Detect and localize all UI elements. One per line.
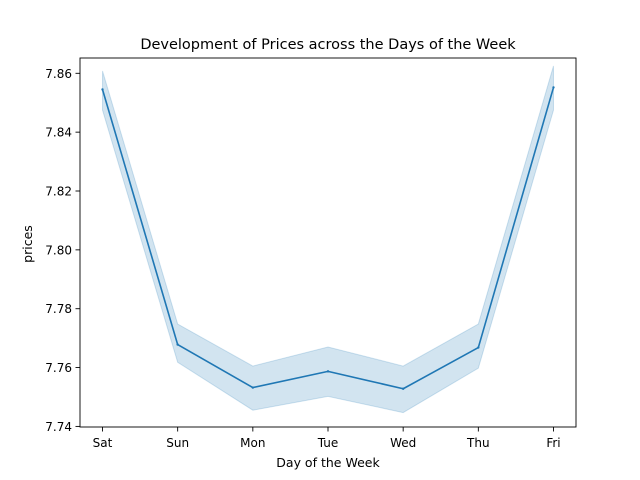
x-tick-label: Sun — [166, 436, 189, 450]
x-tick-label: Thu — [466, 436, 490, 450]
x-tick-label: Tue — [317, 436, 339, 450]
x-axis-label: Day of the Week — [276, 455, 380, 470]
data-point — [326, 370, 330, 373]
y-tick-label: 7.74 — [45, 420, 72, 434]
data-point — [251, 386, 255, 389]
x-tick-label: Fri — [546, 436, 560, 450]
chart-title: Development of Prices across the Days of… — [140, 37, 516, 53]
x-tick-label: Mon — [240, 436, 265, 450]
data-point — [401, 387, 405, 390]
y-tick-label: 7.78 — [45, 302, 72, 316]
x-tick-label: Wed — [390, 436, 416, 450]
y-axis-label: prices — [20, 225, 35, 263]
x-tick-label: Sat — [93, 436, 113, 450]
y-tick-label: 7.86 — [45, 67, 72, 81]
plot-area — [101, 65, 555, 414]
data-point — [477, 346, 480, 349]
y-tick-label: 7.80 — [45, 243, 72, 257]
data-point — [176, 343, 179, 346]
data-point — [101, 88, 104, 91]
y-tick-label: 7.84 — [45, 126, 72, 140]
data-point — [552, 86, 555, 89]
confidence-band — [102, 65, 554, 414]
axes: Sat Sun Mon Tue Wed Thu Fri 7.74 7.76 7.78 7.80 7.8… — [45, 57, 577, 450]
y-tick-label: 7.76 — [45, 361, 72, 375]
y-tick-label: 7.82 — [45, 185, 72, 199]
